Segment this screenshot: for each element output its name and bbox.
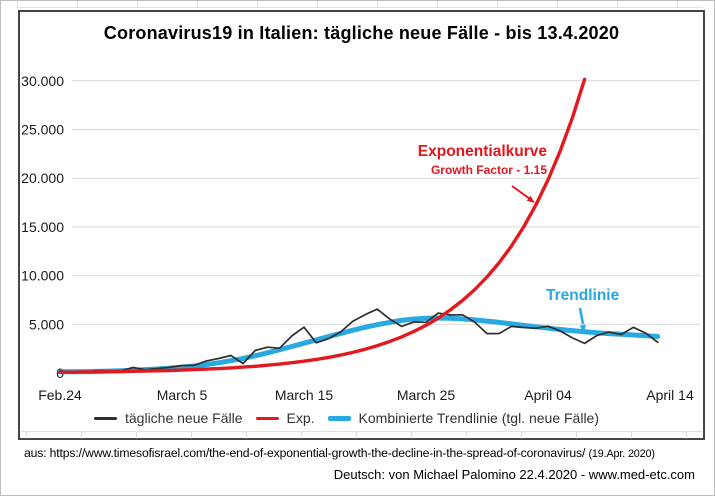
chart-title: Coronavirus19 in Italien: tägliche neue … [103, 23, 620, 43]
spreadsheet-ghost-top [17, 0, 703, 8]
legend-swatch [327, 415, 351, 421]
exponential-label: Exponentialkurve [417, 143, 547, 160]
legend-item: Kombinierte Trendlinie (tgl. neue Fälle) [327, 410, 600, 426]
trendline-annotation: Trendlinie [546, 287, 620, 304]
legend-swatch [94, 416, 117, 420]
exponential-annotation: Exponentialkurve Growth Factor - 1.15 [418, 143, 547, 177]
legend-label: Exp. [286, 410, 315, 426]
chart-frame [18, 10, 705, 440]
legend-swatch [255, 416, 279, 420]
legend: tägliche neue Fälle Exp. Kombinierte Trend… [94, 408, 599, 428]
legend-item: Exp. [255, 410, 315, 426]
credit-line: Deutsch: von Michael Palomino 22.4.2020 … [333, 467, 695, 482]
legend-label: tägliche neue Fälle [125, 410, 243, 426]
source-date-text: (19.Apr. 2020) [588, 448, 655, 460]
exponential-growth-factor-label: Growth Factor - 1.15 [430, 163, 547, 178]
legend-label: Kombinierte Trendlinie (tgl. neue Fälle) [358, 410, 600, 426]
legend-item: tägliche neue Fälle [94, 410, 243, 426]
spreadsheet-ghost-bottom [21, 431, 702, 439]
source-url-text: aus: https://www.timesofisrael.com/the-e… [24, 446, 586, 460]
source-line: aus: https://www.timesofisrael.com/the-e… [24, 446, 709, 460]
